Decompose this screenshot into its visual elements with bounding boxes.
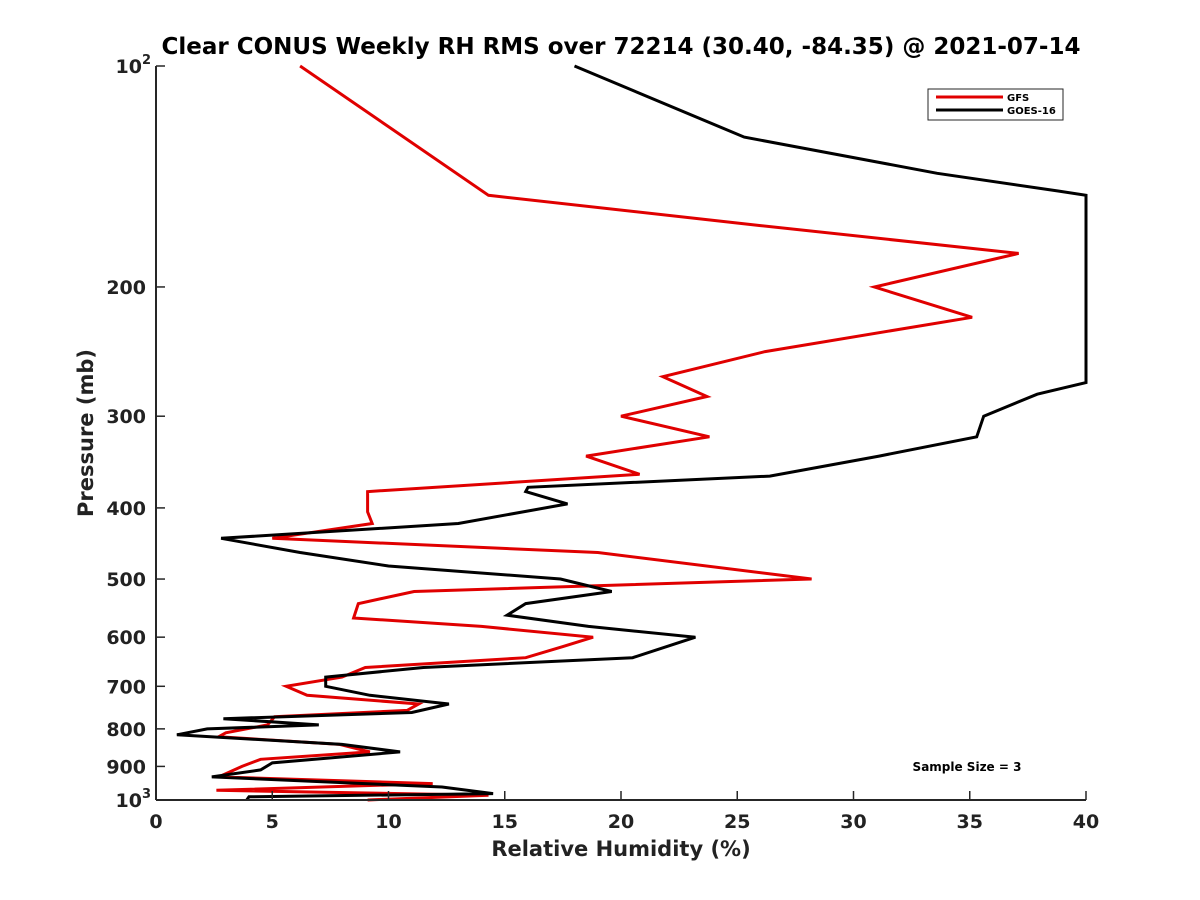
x-tick-label: 30	[840, 811, 866, 833]
y-tick-label: 103	[116, 787, 152, 812]
x-tick-label: 5	[266, 811, 279, 833]
series-line-gfs	[213, 64, 1019, 802]
x-tick-label: 10	[375, 811, 401, 833]
y-tick-label: 300	[106, 406, 146, 428]
y-tick-label: 102	[116, 53, 152, 78]
x-tick-label: 40	[1073, 811, 1099, 833]
y-axis-ticks: 102 200 300 400 500 600 700 800 900 103	[106, 53, 165, 812]
y-tick-label: 600	[106, 627, 146, 649]
sample-size-annotation: Sample Size = 3	[913, 760, 1022, 774]
x-axis-ticks: 0 5 10 15 20 25 30 35 40	[149, 791, 1099, 833]
y-tick-label: 200	[106, 277, 146, 299]
legend: GFS GOES-16	[927, 88, 1064, 121]
x-tick-label: 0	[149, 811, 162, 833]
y-tick-label: 900	[106, 756, 146, 778]
x-axis-label: Relative Humidity (%)	[491, 837, 750, 861]
chart-title: Clear CONUS Weekly RH RMS over 72214 (30…	[162, 34, 1081, 60]
x-tick-label: 20	[608, 811, 634, 833]
x-tick-label: 15	[492, 811, 518, 833]
legend-box	[927, 88, 1064, 121]
x-tick-label: 25	[724, 811, 750, 833]
x-tick-label: 35	[957, 811, 983, 833]
y-axis-label: Pressure (mb)	[74, 349, 98, 517]
legend-label-goes16: GOES-16	[1007, 106, 1056, 117]
series-layer	[176, 64, 1088, 802]
legend-label-gfs: GFS	[1007, 93, 1029, 104]
series-line-goes16	[176, 64, 1088, 801]
y-tick-label: 700	[106, 676, 146, 698]
y-tick-label: 500	[106, 569, 146, 591]
y-tick-label: 800	[106, 719, 146, 741]
y-tick-label: 400	[106, 498, 146, 520]
